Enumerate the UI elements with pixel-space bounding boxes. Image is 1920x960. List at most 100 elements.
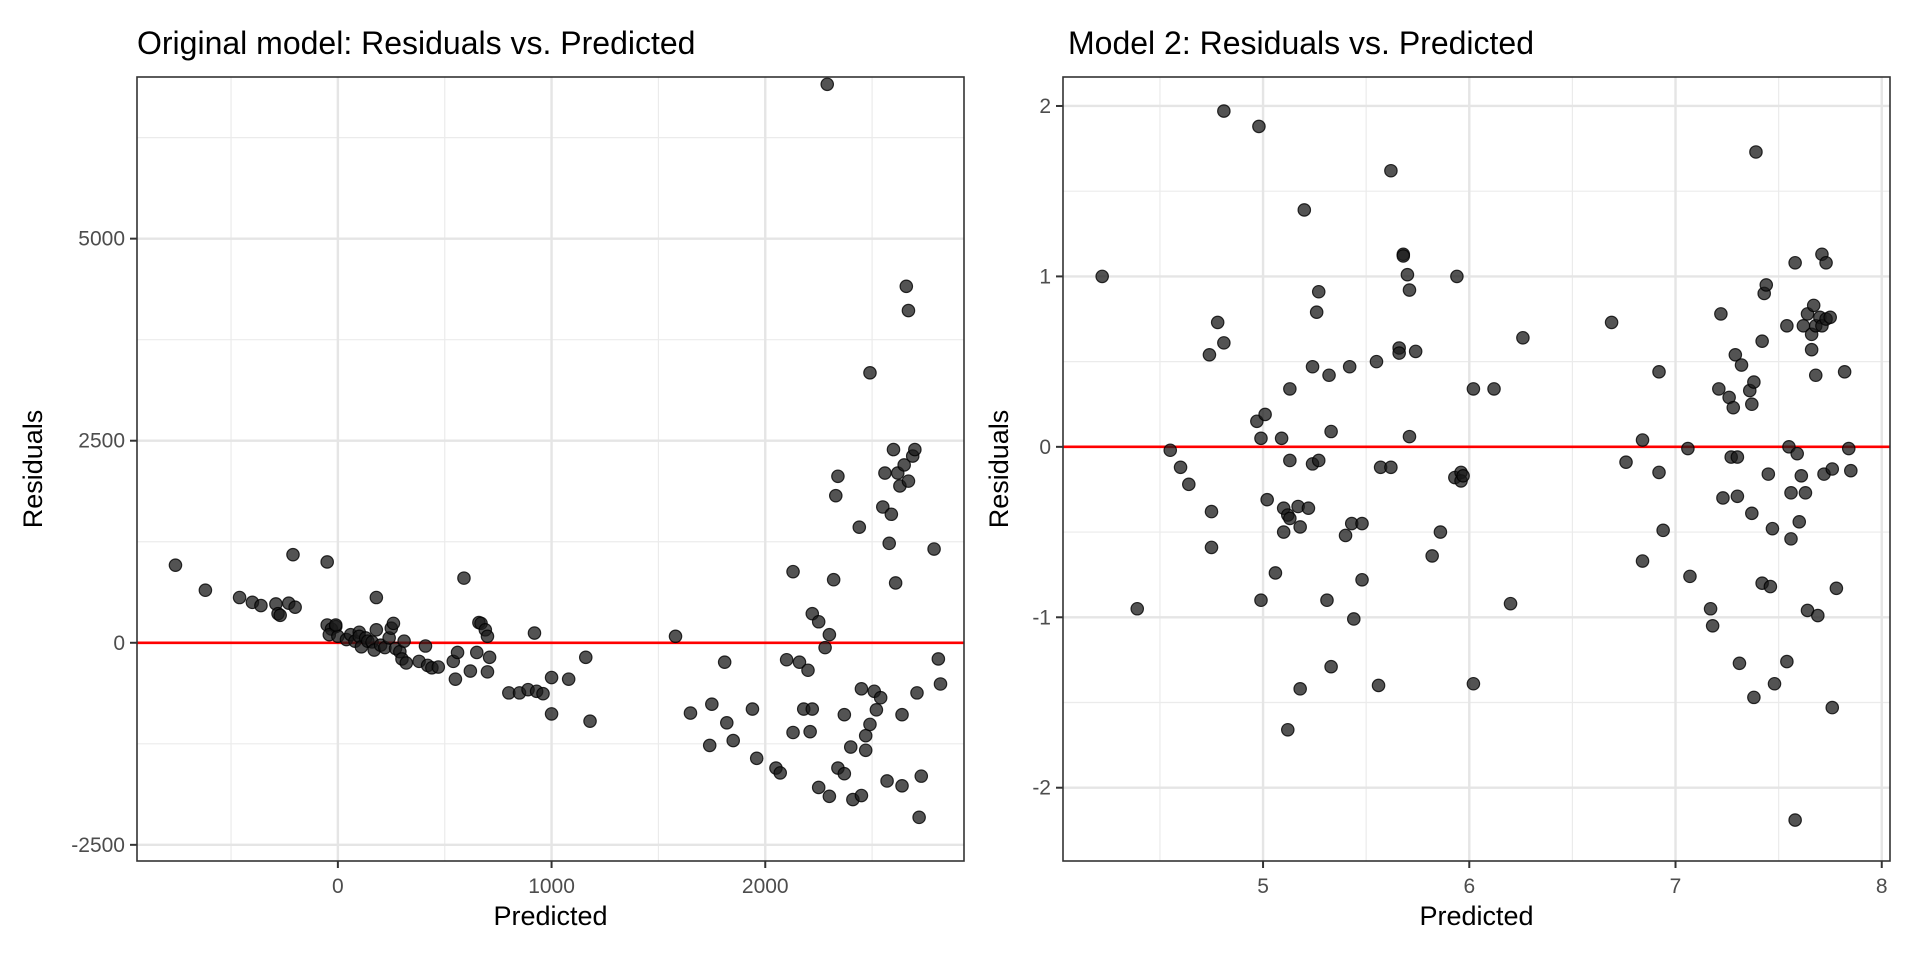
data-point (1780, 319, 1794, 333)
data-point (886, 442, 901, 457)
data-point (1309, 305, 1324, 319)
data-point (1276, 525, 1291, 539)
data-point (786, 725, 800, 740)
data-point (328, 618, 343, 632)
data-point (397, 634, 411, 648)
data-point (1202, 348, 1217, 362)
y-tick-label: 2500 (78, 430, 125, 453)
data-point (418, 639, 433, 653)
data-point (1619, 455, 1633, 469)
data-point (254, 598, 268, 613)
data-point (818, 640, 832, 655)
data-point (852, 520, 867, 534)
x-tick-label: 0 (332, 875, 344, 898)
data-point (1217, 336, 1231, 350)
data-point (1837, 365, 1852, 379)
data-point (1734, 358, 1749, 372)
data-point (544, 670, 559, 685)
data-point (1503, 596, 1518, 611)
data-point (875, 500, 890, 514)
x-axis-ticks: 5 6 7 8 (1257, 861, 1888, 898)
data-point (1808, 368, 1823, 383)
data-point (1283, 511, 1297, 526)
data-point (1433, 525, 1448, 539)
data-point (803, 724, 817, 739)
data-point (544, 707, 559, 721)
data-point (463, 664, 478, 678)
data-point (1726, 400, 1741, 415)
data-point (1425, 549, 1439, 563)
data-point (578, 650, 593, 665)
data-point (1402, 429, 1417, 444)
data-point (369, 590, 384, 605)
data-point (273, 608, 287, 623)
data-point (1681, 441, 1695, 456)
data-point (1355, 572, 1369, 587)
y-tick-label: 1 (1039, 265, 1051, 288)
data-point (1384, 163, 1398, 178)
data-point (1804, 342, 1819, 357)
data-point (805, 702, 820, 716)
data-point (1767, 676, 1782, 691)
data-point (1163, 443, 1178, 458)
data-point (1635, 433, 1650, 447)
data-point (1844, 463, 1858, 478)
data-point (1747, 375, 1761, 389)
data-point (1763, 579, 1778, 594)
data-point (1761, 467, 1776, 481)
y-tick-label: 0 (113, 632, 125, 655)
data-points (1095, 104, 1858, 827)
data-point (837, 707, 852, 722)
data-point (1408, 344, 1423, 359)
data-point (1324, 659, 1338, 674)
data-point (811, 614, 826, 629)
data-point (1705, 618, 1720, 633)
data-point (1784, 486, 1798, 500)
data-point (668, 629, 683, 644)
data-point (369, 623, 384, 637)
data-point (745, 702, 760, 716)
data-point (1338, 528, 1353, 543)
data-point (880, 774, 894, 788)
data-point (1703, 601, 1718, 616)
gridlines (137, 77, 964, 861)
data-point (1384, 460, 1398, 475)
original-model-panel: Original model: Residuals vs. Predicted … (18, 25, 965, 931)
data-point (878, 466, 892, 480)
data-points (168, 77, 948, 825)
data-point (1301, 501, 1316, 515)
data-point (1825, 462, 1840, 476)
data-point (1728, 348, 1743, 362)
data-point (1320, 593, 1334, 608)
data-point (232, 590, 247, 605)
data-point (1604, 315, 1619, 330)
data-point (792, 655, 807, 669)
data-point (1790, 446, 1804, 461)
data-point (1732, 656, 1747, 671)
x-axis-title: Predicted (493, 901, 607, 931)
data-point (1322, 368, 1336, 383)
gridlines (1063, 77, 1890, 861)
data-point (888, 576, 903, 590)
data-point (1371, 678, 1386, 693)
data-point (168, 558, 183, 572)
data-point (717, 655, 732, 669)
data-point (1254, 431, 1268, 446)
data-point (908, 442, 922, 457)
data-point (854, 788, 869, 803)
data-point (1342, 359, 1357, 374)
data-point (1130, 601, 1145, 616)
panel-border (136, 76, 965, 862)
data-point (773, 766, 788, 780)
data-point (1400, 267, 1415, 282)
y-tick-label: -2 (1032, 777, 1051, 800)
data-point (858, 728, 873, 743)
data-point (927, 542, 941, 556)
x-axis-ticks: 0 1000 2000 (332, 861, 789, 898)
data-point (399, 656, 414, 670)
data-point (1716, 491, 1730, 505)
data-point (1392, 346, 1406, 360)
data-point (1794, 469, 1809, 483)
data-point (1759, 278, 1774, 292)
data-point (901, 303, 916, 318)
